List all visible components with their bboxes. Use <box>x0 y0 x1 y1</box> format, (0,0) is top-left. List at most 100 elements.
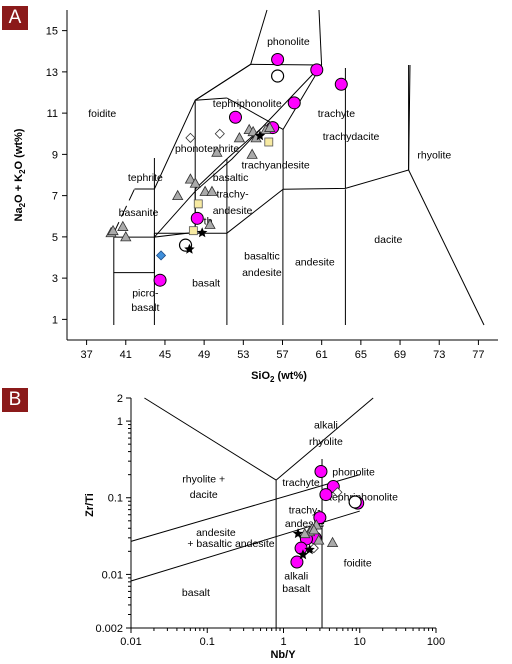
tas-point <box>211 146 223 157</box>
wf-y-label: Zr/Ti <box>84 493 96 517</box>
tas-boundary-tb2 <box>194 158 228 190</box>
tas-y-tick-label: 3 <box>52 273 58 285</box>
wf-point <box>297 549 309 560</box>
tas-point <box>204 218 216 229</box>
tas-x-tick-label: 49 <box>198 349 210 361</box>
tas-field-labels: foidite phonolite tephriphonolite trachyte p… <box>88 36 451 314</box>
tas-point <box>117 220 129 231</box>
wf-data-points <box>290 464 365 569</box>
tas-y-tick-label: 7 <box>52 191 58 203</box>
wf-point <box>313 534 325 545</box>
wf-field-label: dacite <box>190 489 218 501</box>
tas-field-label: andesite <box>213 205 253 217</box>
tas-point <box>246 148 258 159</box>
wf-x-tick-label: 0.1 <box>200 636 215 648</box>
wf-field-label: alkali <box>314 420 338 432</box>
wf-field-label: trachy- <box>289 505 322 517</box>
tas-x-tick-label: 65 <box>355 349 367 361</box>
tas-y-tick-label: 15 <box>46 26 58 38</box>
wf-field-label: basalt <box>182 587 210 599</box>
wf-field-label: rhyolite <box>309 436 343 448</box>
wf-point <box>299 527 311 539</box>
tas-point <box>190 211 204 225</box>
tas-point <box>153 273 167 287</box>
wf-field-label: alkali <box>284 570 308 582</box>
tas-field-label: basalt <box>192 277 220 289</box>
tas-x-tick-label: 69 <box>394 349 406 361</box>
tas-point <box>214 128 225 139</box>
tas-x-tick-label: 37 <box>80 349 92 361</box>
tas-field-label: basaltic <box>213 172 249 184</box>
tas-point <box>172 189 184 201</box>
wf-point <box>332 487 343 498</box>
wf-point <box>348 495 362 509</box>
tas-x-tick-label: 53 <box>237 349 249 361</box>
wf-x-tick-label: 10 <box>354 636 366 648</box>
wf-field-label: tephriphonolite <box>329 491 398 503</box>
tas-field-label: picro- <box>132 288 159 300</box>
wf-y-tick-label: 0.01 <box>102 569 123 581</box>
tas-boundary-phonolite <box>194 63 322 101</box>
tas-x-tick-label: 73 <box>433 349 445 361</box>
wf-field-label: trachyte <box>282 477 320 489</box>
wf-point <box>319 488 333 502</box>
tas-point <box>199 185 211 196</box>
tas-point <box>233 132 246 143</box>
tas-point <box>287 96 301 110</box>
wf-x-tick-label: 100 <box>427 636 445 648</box>
tas-x-tick-label: 45 <box>159 349 171 361</box>
tas-point <box>107 224 119 236</box>
tas-field-label: trachyandesite <box>241 160 309 172</box>
tas-x-tick-label: 61 <box>316 349 328 361</box>
tas-x-tick-label: 57 <box>276 349 288 361</box>
wf-field-label: phonolite <box>332 466 375 478</box>
tas-point <box>155 250 167 261</box>
tas-field-label: basaltic <box>244 250 280 262</box>
wf-x-tick-label: 1 <box>280 636 286 648</box>
tas-field-label: phonolite <box>267 36 310 48</box>
wf-x-label: Nb/Y <box>270 649 296 661</box>
tas-field-label: tb <box>204 215 213 227</box>
tas-y-tick-label: 11 <box>47 108 58 120</box>
wf-field-labels: alkali rhyolite phonolite rhyolite + dacite t… <box>182 420 398 599</box>
tas-point <box>185 132 196 143</box>
tas-point <box>188 226 198 236</box>
tas-field-label: andesite <box>295 257 335 269</box>
wf-field-label: andesite <box>196 527 236 539</box>
tas-field-label: dacite <box>374 234 402 246</box>
tas-x-label: SiO2 (wt%) <box>251 370 307 384</box>
wf-field-boundaries <box>130 397 374 628</box>
tas-y-tick-label: 1 <box>52 314 58 326</box>
tas-x-tick-label: 41 <box>120 349 132 361</box>
tas-x-tick-label: 77 <box>472 349 484 361</box>
tas-field-label: andesite <box>242 267 282 279</box>
tas-field-label: basalt <box>131 302 159 314</box>
tas-y-tick-label: 9 <box>52 149 58 161</box>
wf-field-label: basalt <box>282 583 310 595</box>
tas-point <box>189 177 202 188</box>
tas-point <box>206 185 218 196</box>
wf-y-tick-label: 1 <box>117 416 123 428</box>
tas-point <box>310 63 324 77</box>
wf-point <box>304 544 315 555</box>
tas-point <box>254 130 266 141</box>
wf-field-label: foidite <box>344 558 372 570</box>
tas-point <box>334 77 348 91</box>
tas-field-label: phonotephrite <box>175 143 239 155</box>
tas-point <box>264 137 274 147</box>
tas-boundary-dacite <box>408 169 485 326</box>
wf-boundary-upper <box>130 474 360 542</box>
wf-boundary-rhyolite-right <box>275 397 374 481</box>
wf-x-tick-label: 0.01 <box>120 636 141 648</box>
wf-boundary-rhyolite-left <box>144 397 277 481</box>
tas-y-label: Na2O + K2O (wt%) <box>13 128 27 221</box>
tas-point <box>196 227 208 238</box>
wf-y-tick-label: 0.002 <box>95 623 123 635</box>
panel-a-badge: A <box>2 6 28 30</box>
tas-boundary-trachybasalt <box>154 64 322 238</box>
wf-field-label: rhyolite + <box>182 474 225 486</box>
